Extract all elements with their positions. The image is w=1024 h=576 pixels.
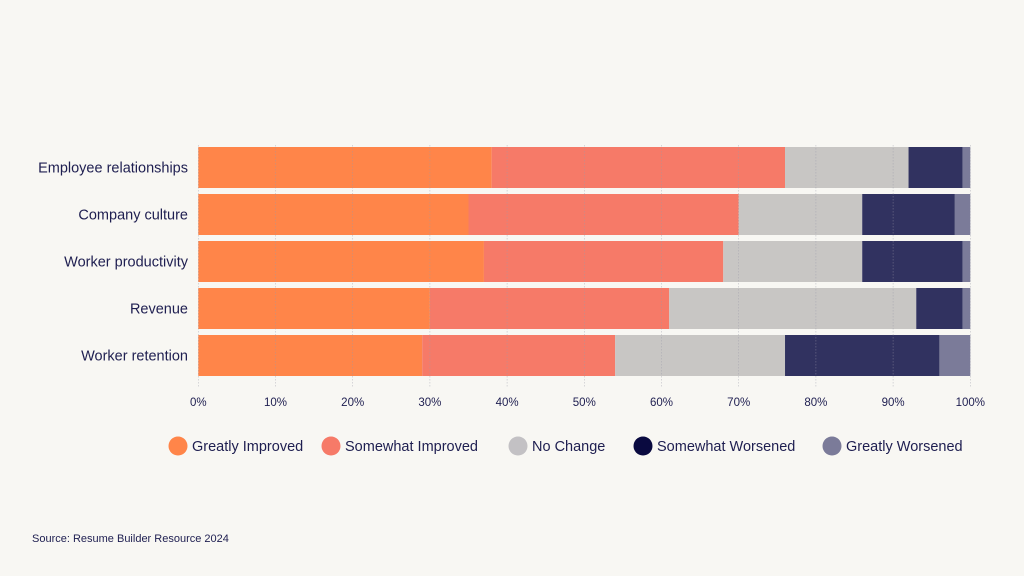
category-label: Worker retention xyxy=(81,349,188,365)
x-tick-label: 100% xyxy=(956,397,985,409)
bar-segment xyxy=(422,335,616,376)
bar-segment xyxy=(962,288,971,329)
x-tick-label: 80% xyxy=(804,397,827,409)
bar-segment xyxy=(738,194,863,235)
bar-segment xyxy=(429,288,670,329)
bar-segment xyxy=(198,147,492,188)
x-tick-label: 30% xyxy=(418,397,441,409)
x-tick-label: 20% xyxy=(341,397,364,409)
category-label: Employee relationships xyxy=(38,161,188,177)
bar-segment xyxy=(198,241,484,282)
bar-segment xyxy=(198,194,469,235)
legend-label: Greatly Improved xyxy=(192,439,303,455)
bar-segment xyxy=(785,335,940,376)
legend-swatch xyxy=(633,436,653,456)
bar-segment xyxy=(615,335,786,376)
x-tick-label: 0% xyxy=(190,397,207,409)
category-label: Company culture xyxy=(78,208,188,224)
bar-segment xyxy=(669,288,917,329)
bar-segment xyxy=(916,288,963,329)
bar-segment xyxy=(723,241,863,282)
legend-label: Somewhat Worsened xyxy=(657,439,795,455)
category-label: Worker productivity xyxy=(64,255,189,271)
legend-label: Somewhat Improved xyxy=(345,439,478,455)
legend-swatch xyxy=(822,436,842,456)
x-tick-label: 40% xyxy=(496,397,519,409)
legend-swatch xyxy=(508,436,528,456)
x-tick-label: 10% xyxy=(264,397,287,409)
bar-segment xyxy=(962,147,971,188)
bar-segment xyxy=(785,147,909,188)
bar-segment xyxy=(198,288,430,329)
x-tick-label: 60% xyxy=(650,397,673,409)
bar-segment xyxy=(908,147,963,188)
x-tick-label: 70% xyxy=(727,397,750,409)
category-label: Revenue xyxy=(130,302,188,318)
bar-segment xyxy=(862,241,963,282)
legend-label: Greatly Worsened xyxy=(846,439,963,455)
x-tick-label: 50% xyxy=(573,397,596,409)
legend-swatch xyxy=(168,436,188,456)
source-note: Source: Resume Builder Resource 2024 xyxy=(32,533,229,545)
bar-segment xyxy=(954,194,971,235)
legend-swatch xyxy=(321,436,341,456)
bar-segment xyxy=(862,194,955,235)
bar-segment xyxy=(939,335,971,376)
bar-segment xyxy=(962,241,971,282)
bar-segment xyxy=(491,147,786,188)
legend-label: No Change xyxy=(532,439,605,455)
bar-segment xyxy=(198,335,423,376)
x-tick-label: 90% xyxy=(882,397,905,409)
bar-segment xyxy=(468,194,739,235)
bar-segment xyxy=(483,241,724,282)
